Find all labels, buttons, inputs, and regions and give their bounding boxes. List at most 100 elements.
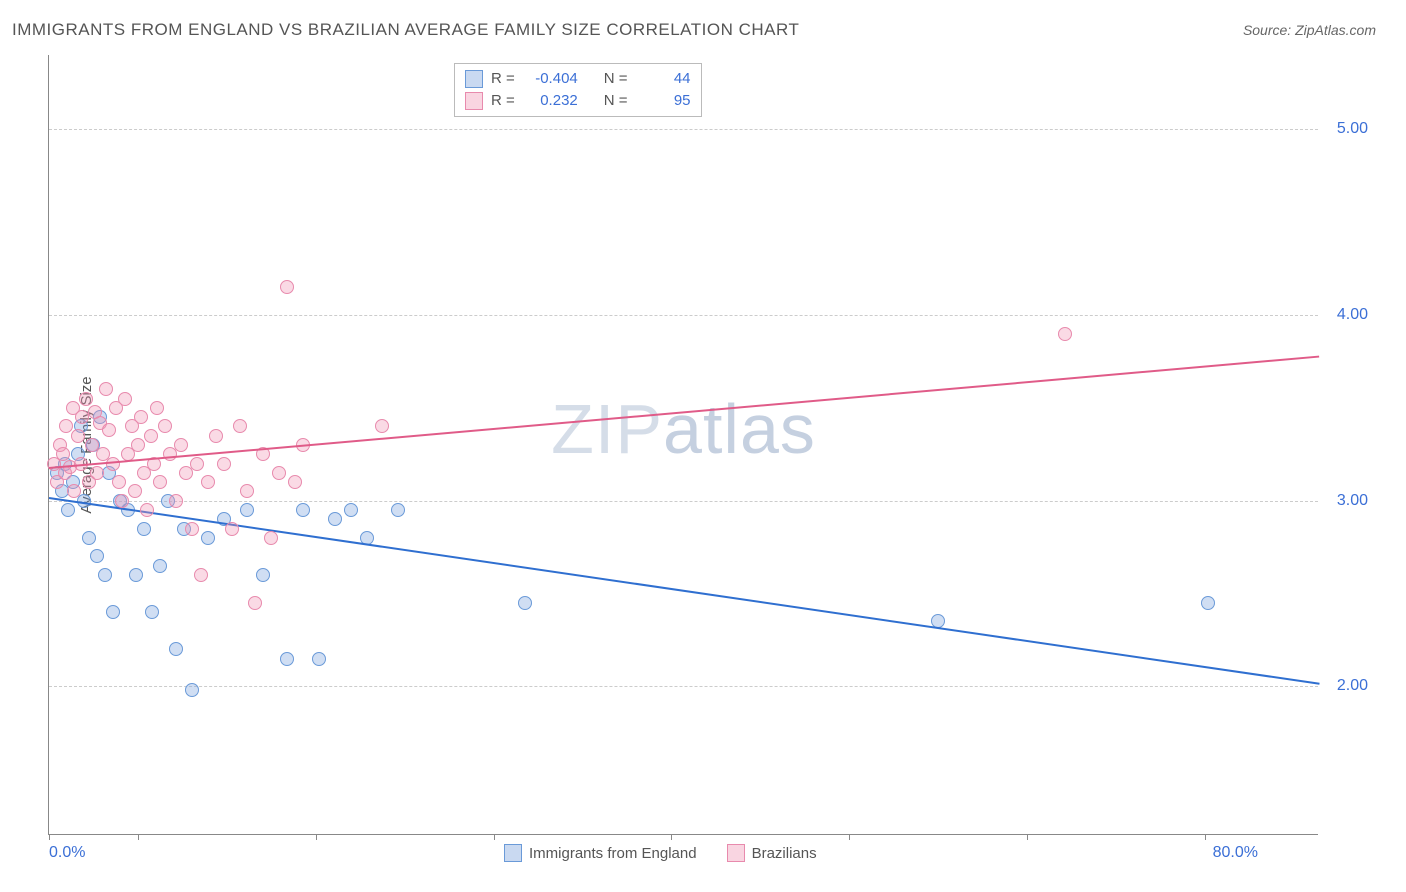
legend-label: Immigrants from England [529, 845, 697, 862]
x-tick [316, 834, 317, 840]
scatter-point [131, 438, 145, 452]
scatter-point [217, 457, 231, 471]
scatter-point [82, 531, 96, 545]
scatter-point [112, 475, 126, 489]
scatter-point [296, 503, 310, 517]
watermark-part1: ZIP [551, 390, 663, 468]
n-label: N = [604, 90, 628, 112]
scatter-point [280, 652, 294, 666]
scatter-point [153, 559, 167, 573]
n-label: N = [604, 68, 628, 90]
scatter-point [106, 605, 120, 619]
scatter-point [1058, 327, 1072, 341]
scatter-point [209, 429, 223, 443]
plot-area: ZIPatlas R = -0.404 N = 44 R = 0.232 N =… [48, 55, 1318, 835]
stats-row-1: R = 0.232 N = 95 [465, 90, 691, 112]
scatter-point [56, 447, 70, 461]
chart-container: Average Family Size ZIPatlas R = -0.404 … [48, 55, 1378, 835]
swatch-blue-icon [504, 844, 522, 862]
chart-title: IMMIGRANTS FROM ENGLAND VS BRAZILIAN AVE… [12, 20, 799, 40]
legend-item-1: Brazilians [727, 844, 817, 862]
scatter-point [201, 531, 215, 545]
scatter-point [169, 642, 183, 656]
x-tick [494, 834, 495, 840]
scatter-point [1201, 596, 1215, 610]
scatter-point [90, 549, 104, 563]
grid-line [49, 501, 1318, 502]
scatter-point [61, 503, 75, 517]
scatter-point [240, 503, 254, 517]
scatter-point [272, 466, 286, 480]
r-value: 0.232 [523, 90, 578, 112]
bottom-legend: Immigrants from England Brazilians [504, 844, 817, 862]
legend-item-0: Immigrants from England [504, 844, 697, 862]
x-max-label: 80.0% [1213, 844, 1258, 862]
x-tick [849, 834, 850, 840]
scatter-point [99, 382, 113, 396]
scatter-point [102, 423, 116, 437]
x-min-label: 0.0% [49, 844, 85, 862]
grid-line [49, 129, 1318, 130]
x-tick [671, 834, 672, 840]
stats-row-0: R = -0.404 N = 44 [465, 68, 691, 90]
scatter-point [312, 652, 326, 666]
scatter-point [128, 484, 142, 498]
scatter-point [98, 568, 112, 582]
scatter-point [90, 466, 104, 480]
scatter-point [79, 392, 93, 406]
scatter-point [190, 457, 204, 471]
scatter-point [280, 280, 294, 294]
legend-label: Brazilians [752, 845, 817, 862]
scatter-point [375, 419, 389, 433]
scatter-point [129, 568, 143, 582]
r-label: R = [491, 68, 515, 90]
x-tick [138, 834, 139, 840]
scatter-point [118, 392, 132, 406]
source-label: Source: ZipAtlas.com [1243, 22, 1376, 38]
scatter-point [185, 683, 199, 697]
scatter-point [174, 438, 188, 452]
scatter-point [67, 484, 81, 498]
scatter-point [115, 494, 129, 508]
scatter-point [145, 605, 159, 619]
x-tick [1027, 834, 1028, 840]
swatch-pink-icon [465, 92, 483, 110]
scatter-point [248, 596, 262, 610]
y-tick-label: 3.00 [1337, 492, 1368, 510]
r-label: R = [491, 90, 515, 112]
scatter-point [134, 410, 148, 424]
swatch-blue-icon [465, 70, 483, 88]
x-tick [1205, 834, 1206, 840]
scatter-point [256, 568, 270, 582]
watermark: ZIPatlas [551, 389, 816, 469]
y-tick-label: 4.00 [1337, 306, 1368, 324]
scatter-point [240, 484, 254, 498]
r-value: -0.404 [523, 68, 578, 90]
x-tick [49, 834, 50, 840]
scatter-point [71, 429, 85, 443]
scatter-point [201, 475, 215, 489]
grid-line [49, 315, 1318, 316]
swatch-pink-icon [727, 844, 745, 862]
y-tick-label: 5.00 [1337, 120, 1368, 138]
n-value: 95 [636, 90, 691, 112]
scatter-point [158, 419, 172, 433]
scatter-point [144, 429, 158, 443]
scatter-point [225, 522, 239, 536]
scatter-point [140, 503, 154, 517]
scatter-point [518, 596, 532, 610]
scatter-point [169, 494, 183, 508]
scatter-point [344, 503, 358, 517]
y-tick-label: 2.00 [1337, 677, 1368, 695]
scatter-point [150, 401, 164, 415]
trend-line [49, 356, 1319, 469]
scatter-point [264, 531, 278, 545]
trend-line [49, 497, 1319, 685]
scatter-point [153, 475, 167, 489]
stats-legend: R = -0.404 N = 44 R = 0.232 N = 95 [454, 63, 702, 117]
scatter-point [391, 503, 405, 517]
grid-line [49, 686, 1318, 687]
scatter-point [185, 522, 199, 536]
n-value: 44 [636, 68, 691, 90]
scatter-point [137, 522, 151, 536]
